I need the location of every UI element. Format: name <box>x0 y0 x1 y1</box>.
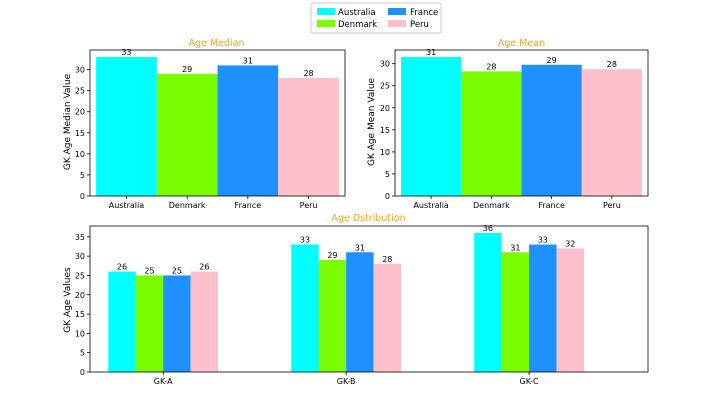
legend-swatch-peru <box>388 20 406 27</box>
x-tick-label: Peru <box>603 201 621 210</box>
data-label: 28 <box>382 255 392 264</box>
x-tick-label: Australia <box>413 201 448 210</box>
bar-peru-gk-b <box>373 263 402 372</box>
legend-label-france: France <box>410 8 438 18</box>
legend: Australia Denmark France Peru <box>310 2 442 34</box>
legend-swatch-australia <box>317 8 335 15</box>
y-tick-label: 25 <box>75 87 85 96</box>
data-label: 25 <box>144 266 154 275</box>
legend-label-denmark: Denmark <box>338 20 377 30</box>
bar-australia <box>96 56 157 197</box>
x-tick-label: Denmark <box>169 201 206 210</box>
y-axis-label: GK Age Median Value <box>63 73 73 170</box>
legend-swatch-france <box>388 8 406 15</box>
chart-title: Age Dstribution <box>331 213 405 224</box>
data-label: 33 <box>121 48 131 57</box>
bar-denmark-gk-a <box>135 275 164 372</box>
data-label: 26 <box>199 263 209 272</box>
bar-australia-gk-c <box>474 232 502 372</box>
y-tick-label: 25 <box>380 82 390 91</box>
chart-age-distribution: Age Dstribution GK Age Values 0 5 10 15 20 25… <box>63 213 649 386</box>
y-tick-label: 15 <box>75 129 85 138</box>
y-tick-label: 35 <box>75 233 85 242</box>
y-tick-label: 30 <box>380 60 390 69</box>
y-tick-label: 30 <box>75 66 85 75</box>
y-tick-label: 5 <box>80 171 85 180</box>
y-tick-label: 0 <box>80 192 85 201</box>
bar-france-gk-b <box>346 252 374 372</box>
data-label: 25 <box>172 266 182 275</box>
chart-age-mean: Age Mean GK Age Mean Value 0 5 10 15 20 25 30 3… <box>367 38 649 210</box>
x-tick-label: Peru <box>300 201 318 210</box>
x-tick-label: Australia <box>109 201 144 210</box>
bar-australia-gk-a <box>108 271 136 372</box>
y-tick-label: 5 <box>385 170 390 179</box>
bar-denmark <box>156 73 218 196</box>
plot-frame <box>89 225 649 373</box>
bar-australia <box>401 57 462 196</box>
legend-label-australia: Australia <box>338 8 376 18</box>
y-tick-label: 0 <box>385 192 390 201</box>
x-tick-label: Denmark <box>473 201 510 210</box>
y-tick-label: 5 <box>80 349 85 358</box>
data-label: 31 <box>426 48 436 57</box>
bar-peru <box>581 69 642 196</box>
x-tick-label: GK-B <box>337 377 356 386</box>
y-tick-label: 15 <box>75 310 85 319</box>
plot-frame <box>89 49 346 197</box>
data-label: 36 <box>483 224 493 233</box>
x-tick-label: GK-C <box>520 377 539 386</box>
data-label: 26 <box>117 263 127 272</box>
data-label: 29 <box>182 65 192 74</box>
data-label: 28 <box>486 62 496 71</box>
x-tick-label: GK-A <box>154 377 173 386</box>
bar-australia-gk-b <box>291 244 319 372</box>
bar-peru-gk-c <box>556 248 584 372</box>
bar-france <box>521 64 582 197</box>
bar-france-gk-a <box>163 275 191 372</box>
y-axis-label: GK Age Mean Value <box>367 77 377 166</box>
data-label: 33 <box>538 236 548 245</box>
y-tick-label: 20 <box>75 291 85 300</box>
data-label: 28 <box>607 60 617 69</box>
y-tick-label: 10 <box>75 329 85 338</box>
data-label: 32 <box>565 239 575 248</box>
bar-denmark <box>461 71 522 196</box>
chart-title: Age Median <box>189 38 245 49</box>
data-label: 29 <box>547 56 557 65</box>
bar-france-gk-c <box>529 244 557 372</box>
data-label: 29 <box>327 251 337 260</box>
data-label: 28 <box>303 69 313 78</box>
bar-france <box>217 65 279 196</box>
bar-peru <box>278 78 339 196</box>
data-label: 31 <box>355 243 365 252</box>
y-tick-label: 10 <box>380 148 390 157</box>
data-label: 31 <box>243 56 253 65</box>
chart-age-median: Age Median GK Age Median Value 0 5 10 15 20 2… <box>63 38 346 210</box>
data-label: 33 <box>300 236 310 245</box>
y-tick-label: 20 <box>75 108 85 117</box>
plot-frame <box>394 49 649 197</box>
legend-frame <box>310 2 442 34</box>
x-tick-label: France <box>235 201 262 210</box>
chart-title: Age Mean <box>498 38 545 49</box>
y-tick-label: 15 <box>380 126 390 135</box>
y-tick-label: 0 <box>80 368 85 377</box>
y-tick-label: 10 <box>75 150 85 159</box>
data-label: 31 <box>510 243 520 252</box>
y-axis-label: GK Age Values <box>63 267 73 333</box>
bar-denmark-gk-b <box>318 259 347 372</box>
y-tick-label: 20 <box>380 104 390 113</box>
bar-denmark-gk-c <box>501 252 530 372</box>
bar-peru-gk-a <box>190 271 219 372</box>
y-tick-label: 30 <box>75 252 85 261</box>
y-tick-label: 25 <box>75 271 85 280</box>
legend-label-peru: Peru <box>410 20 429 30</box>
x-tick-label: France <box>538 201 565 210</box>
legend-swatch-denmark <box>317 20 335 27</box>
